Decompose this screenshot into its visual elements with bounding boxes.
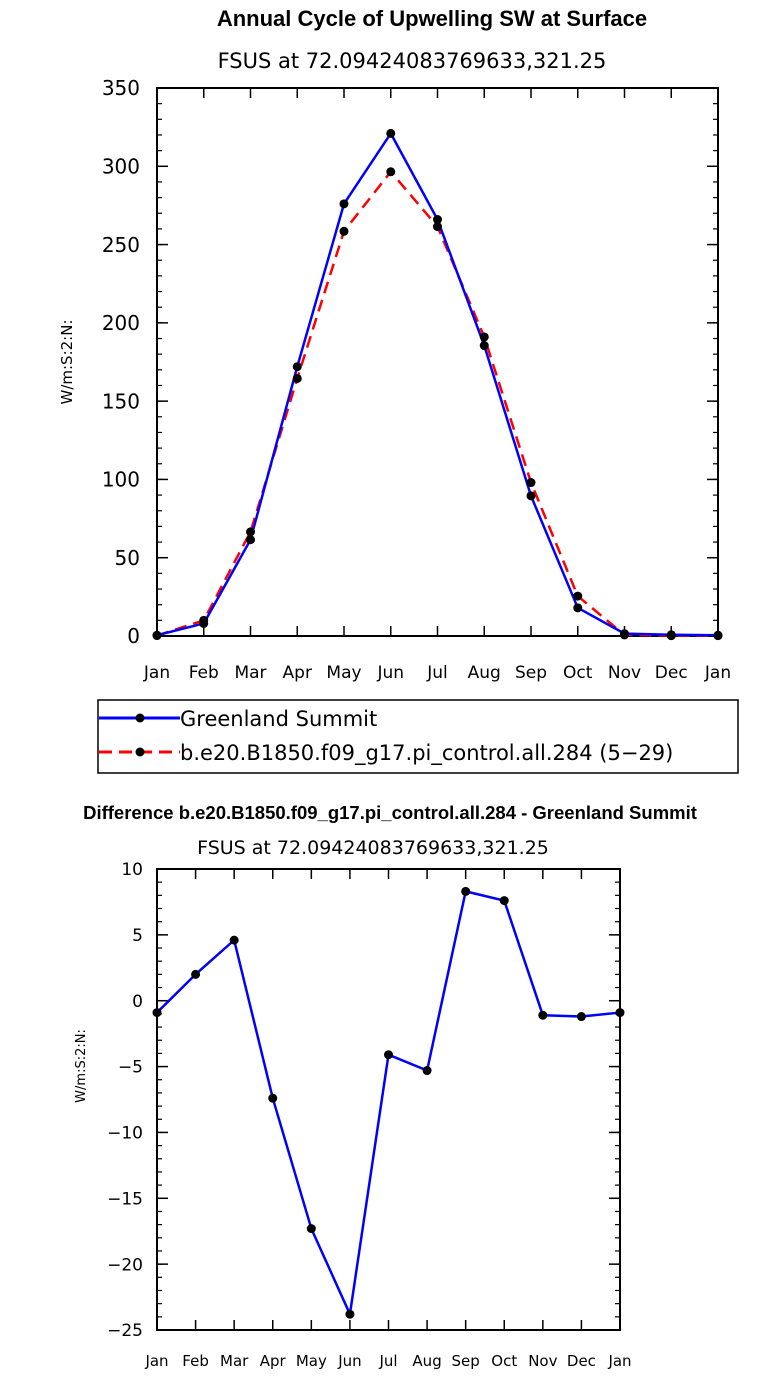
chart2-xtick-label: Apr — [260, 1352, 287, 1370]
chart2-title: Difference b.e20.B1850.f09_g17.pi_contro… — [83, 802, 697, 823]
chart2-xtick-label: Jul — [378, 1352, 397, 1370]
chart1-series-1-line — [156, 132, 719, 637]
chart2-ytick-label: 5 — [132, 926, 143, 946]
chart2-series-1-point — [422, 1066, 432, 1076]
chart2-xtick-label: Sep — [452, 1352, 480, 1370]
chart2-ytick-label: 10 — [121, 860, 143, 880]
chart1-series-2-point — [339, 226, 349, 236]
chart1-ytick-label: 300 — [102, 154, 140, 178]
chart1-legend: Greenland Summit b.e20.B1850.f09_g17.pi_… — [97, 699, 739, 774]
legend-marker-series-1 — [135, 713, 145, 723]
chart1-ytick-label: 150 — [102, 389, 140, 413]
chart1-series-1-point — [479, 341, 489, 351]
chart1-series-2-point — [479, 332, 489, 342]
chart1-series-1-point — [526, 491, 536, 501]
chart2-ytick-label: −20 — [107, 1255, 143, 1275]
chart1-series-1-point — [573, 603, 583, 613]
chart2-xtick-label: Jun — [337, 1352, 361, 1370]
chart1-series-2-point — [573, 591, 583, 601]
chart1-series-2-point — [292, 373, 302, 383]
chart2-series-1-point — [499, 896, 509, 906]
chart2-xtick-label: Aug — [412, 1352, 441, 1370]
chart1-xtick-label: Feb — [189, 663, 219, 683]
chart1-series-2-point — [386, 167, 396, 177]
chart2-plot: Jan Feb Mar Apr May Jun Jul Aug Sep Oct Nov Dec Jan−… — [107, 860, 631, 1370]
chart1-xtick-label: Apr — [283, 663, 312, 683]
chart1-xtick-label: Dec — [655, 663, 688, 683]
chart1-ytick-label: 350 — [102, 76, 140, 100]
chart1-xtick-label: Aug — [468, 663, 501, 683]
chart2-ylabel: W/m:S:2:N: — [74, 1029, 89, 1103]
chart2-series-1-line — [156, 890, 621, 1316]
chart1-frame — [156, 87, 719, 637]
chart1-series-2-point — [152, 631, 162, 641]
chart1-xtick-label: Jun — [376, 663, 404, 683]
chart1-plot: Jan Feb Mar Apr May Jun Jul Aug Sep Oct Nov Dec Jan0… — [102, 76, 731, 683]
chart2-series-1-point — [306, 1224, 316, 1234]
chart1-series-2-line — [156, 170, 718, 637]
chart2-series-1-point — [461, 886, 471, 896]
chart2-series-1-point — [191, 969, 201, 979]
chart1-series-2-point — [666, 631, 676, 641]
chart1-series-1-point — [433, 215, 442, 225]
chart1-xtick-label: Jan — [704, 663, 731, 683]
chart1-series-1-point — [246, 535, 255, 545]
legend-marker-series-2 — [135, 747, 145, 757]
legend-label-series-2: b.e20.B1850.f09_g17.pi_control.all.284 (… — [180, 741, 673, 766]
chart2-xtick-label: Oct — [491, 1352, 517, 1370]
chart2-series-1-point — [268, 1093, 278, 1103]
chart1-ytick-label: 200 — [102, 311, 140, 335]
chart2-xtick-label: Jan — [607, 1352, 631, 1370]
chart1-series-1-point — [292, 362, 302, 372]
chart2-ytick-label: −25 — [107, 1321, 143, 1341]
chart1-ytick-label: 250 — [102, 233, 140, 257]
chart1-ytick-label: 50 — [115, 546, 140, 570]
chart2-ytick-label: −10 — [107, 1124, 143, 1144]
legend-frame — [97, 699, 739, 774]
chart1-xtick-label: May — [326, 663, 361, 683]
chart2-series-1-point — [615, 1008, 625, 1018]
chart2-ytick-label: 0 — [132, 992, 143, 1012]
chart1-ytick-label: 100 — [102, 468, 140, 492]
chart2-frame — [156, 868, 621, 1331]
chart1-series-2-point — [526, 478, 536, 488]
chart2-xtick-label: Jan — [144, 1352, 168, 1370]
chart1-ytick-label: 0 — [127, 624, 140, 648]
chart1-title: Annual Cycle of Upwelling SW at Surface — [217, 6, 647, 31]
plot-layer: Jan Feb Mar Apr May Jun Jul Aug Sep Oct Nov Dec Jan0… — [102, 76, 731, 1370]
chart2-ytick-label: −15 — [107, 1189, 143, 1209]
chart1-series-2-point — [246, 527, 255, 537]
chart1-series-1-point — [386, 128, 396, 138]
chart2-xtick-label: Dec — [567, 1352, 596, 1370]
chart2-series-1-point — [384, 1050, 393, 1060]
chart1-xtick-label: Oct — [563, 663, 593, 683]
chart1-series-2-point — [433, 222, 442, 232]
chart2-xtick-label: Nov — [528, 1352, 557, 1370]
chart1-subtitle: FSUS at 72.09424083769633,321.25 — [218, 49, 607, 73]
chart1-xtick-label: Jul — [426, 663, 448, 683]
chart2-series-1-point — [538, 1010, 548, 1020]
chart2-xtick-label: Feb — [182, 1352, 209, 1370]
chart2-series-1-point — [152, 1008, 162, 1018]
chart1-series-2-point — [199, 615, 209, 625]
chart1-ylabel: W/m:S:2:N: — [58, 320, 76, 405]
chart1-series-2-point — [620, 630, 629, 640]
chart2-xtick-label: May — [296, 1352, 327, 1370]
chart1-series-1-point — [339, 199, 349, 209]
chart2-series-1-point — [576, 1012, 586, 1022]
chart2-series-1-point — [229, 935, 239, 945]
chart1-series-2-point — [713, 631, 723, 641]
chart1-xtick-label: Jan — [143, 663, 170, 683]
legend-label-series-1: Greenland Summit — [180, 707, 377, 731]
chart2-xtick-label: Mar — [220, 1352, 249, 1370]
chart1-xtick-label: Mar — [234, 663, 266, 683]
chart2-ytick-label: −5 — [118, 1058, 143, 1078]
chart1-xtick-label: Nov — [608, 663, 641, 683]
chart1-xtick-label: Sep — [515, 663, 547, 683]
chart2-series-1-point — [345, 1309, 355, 1319]
chart2-subtitle: FSUS at 72.09424083769633,321.25 — [197, 837, 549, 859]
